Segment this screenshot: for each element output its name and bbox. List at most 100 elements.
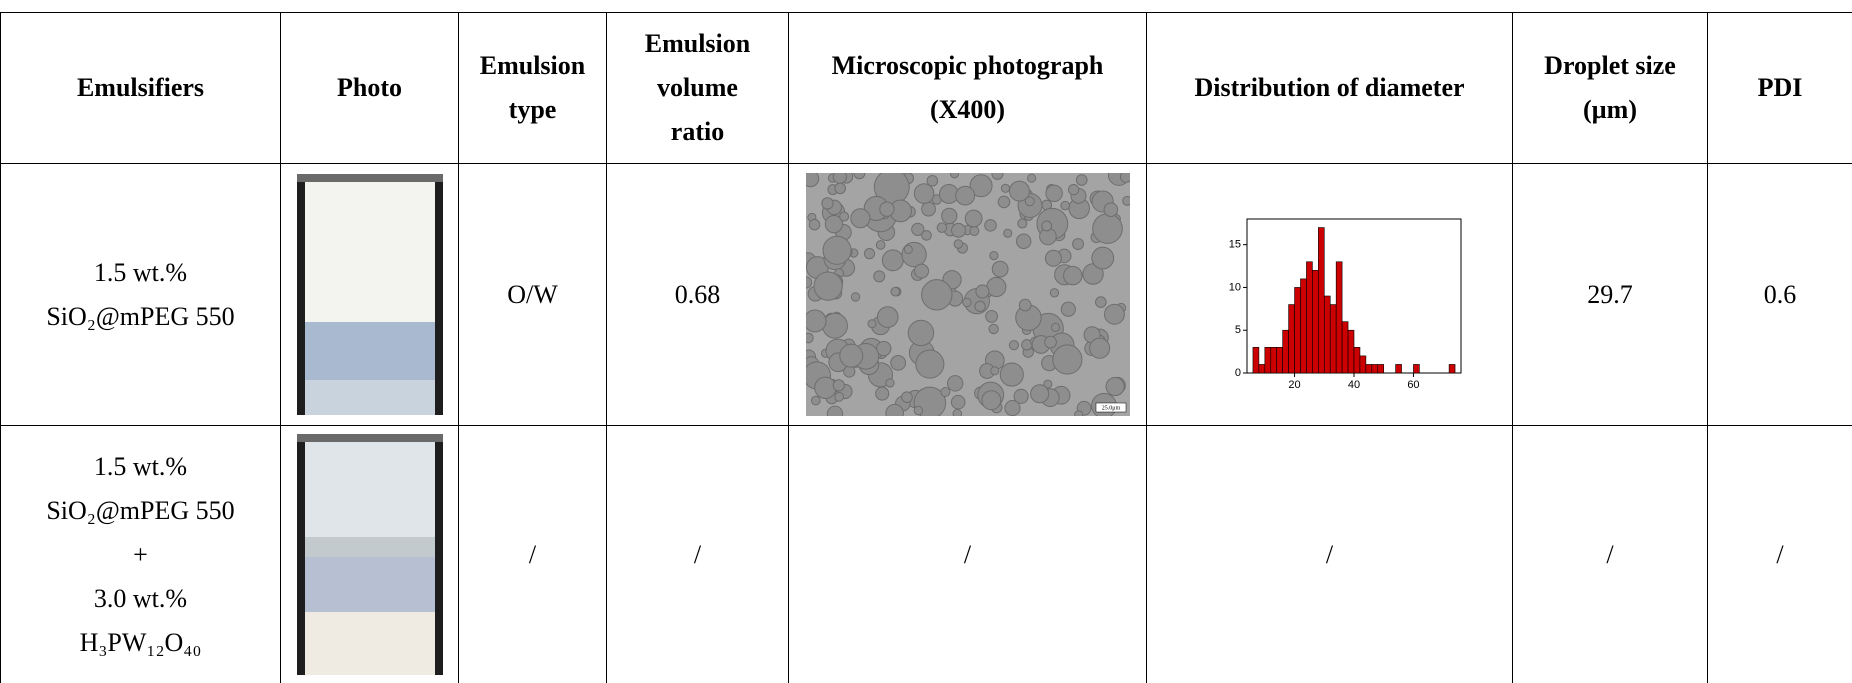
droplet	[950, 222, 966, 238]
droplet	[939, 386, 950, 398]
bar	[1365, 363, 1372, 373]
droplet	[964, 209, 983, 228]
bar	[1293, 286, 1301, 373]
droplet	[926, 174, 938, 187]
droplet	[866, 319, 877, 329]
droplet	[832, 173, 847, 184]
droplet	[1018, 298, 1031, 312]
scale-box	[1095, 402, 1126, 413]
header-cell: Emulsion type	[458, 12, 607, 164]
droplet	[889, 286, 900, 297]
droplet	[878, 201, 895, 217]
droplet	[1008, 180, 1030, 202]
droplet	[833, 182, 846, 195]
droplet	[1121, 195, 1130, 206]
distribution-cell: /	[1146, 425, 1513, 683]
header-line: Microscopic photograph	[831, 51, 1104, 80]
droplet	[821, 235, 852, 265]
droplet	[913, 405, 923, 416]
droplet	[999, 362, 1024, 387]
bar	[1281, 329, 1289, 373]
droplet	[805, 309, 827, 333]
droplet	[1024, 196, 1035, 207]
droplet	[826, 405, 843, 416]
header-line: Photo	[337, 73, 402, 102]
droplet	[1062, 265, 1083, 286]
x-tick-label: 20	[1288, 378, 1300, 390]
bar	[1335, 260, 1342, 373]
droplet	[805, 173, 819, 188]
droplet	[1050, 322, 1060, 332]
header-line: Droplet size	[1544, 51, 1676, 80]
bar	[1258, 363, 1265, 373]
droplet	[914, 349, 944, 379]
droplet	[1042, 379, 1052, 389]
droplet	[961, 297, 972, 308]
bar	[1252, 346, 1259, 373]
vial-photo	[296, 434, 443, 676]
bar	[1305, 260, 1313, 373]
droplet	[1060, 301, 1076, 317]
droplet	[997, 195, 1010, 209]
bar	[1371, 363, 1378, 373]
droplet	[875, 240, 885, 250]
droplet-size: 29.7	[1512, 163, 1708, 426]
droplet	[984, 310, 998, 323]
bar	[1448, 363, 1455, 373]
droplet-size: /	[1512, 425, 1708, 683]
droplet	[920, 279, 953, 311]
header-line: Emulsion	[479, 51, 586, 80]
droplet	[1105, 376, 1125, 397]
photo-cell	[280, 425, 459, 683]
droplet	[810, 395, 821, 406]
header-cell: Droplet size (µm)	[1512, 12, 1708, 164]
microscope-cell: 25.0μm	[788, 163, 1147, 426]
droplet	[1090, 246, 1114, 270]
emulsifier-line: +	[133, 539, 148, 569]
droplet	[874, 386, 889, 401]
droplet	[974, 284, 989, 299]
droplet	[884, 403, 904, 416]
scale-label: 25.0μm	[1101, 405, 1120, 411]
emulsifier-cell: 1.5 wt.% SiO₂@mPEG 550 +3.0 wt.% H₃PW₁₂O₄₀	[0, 425, 281, 683]
bar	[1412, 363, 1420, 373]
droplet	[808, 218, 820, 231]
droplet	[940, 207, 957, 225]
header-row: Emulsifiers Photo Emulsion type Emulsion volu…	[0, 12, 1852, 164]
droplet	[1103, 303, 1125, 325]
y-tick-label: 0	[1234, 366, 1240, 378]
emulsifier-cell: 1.5 wt.% SiO₂@mPEG 550	[0, 163, 281, 426]
emulsifier-line: H₃PW₁₂O₄₀	[79, 627, 202, 657]
vial-layer	[304, 442, 435, 538]
droplet	[920, 230, 932, 241]
droplet	[1049, 288, 1059, 298]
droplet	[1013, 388, 1029, 404]
header-line: Emulsifiers	[76, 73, 205, 102]
vial-layer	[304, 537, 435, 558]
droplet	[969, 174, 993, 198]
emulsifier-line: 3.0 wt.%	[93, 583, 188, 613]
header-line: PDI	[1757, 73, 1803, 102]
emulsion-type: /	[458, 425, 607, 683]
droplet	[910, 222, 924, 236]
droplet	[838, 343, 863, 368]
header-cell: Distribution of diameter	[1146, 12, 1513, 164]
droplet	[824, 215, 843, 234]
droplet	[805, 276, 812, 289]
droplet	[850, 292, 860, 302]
bar	[1347, 329, 1354, 373]
droplet	[980, 390, 1001, 411]
x-tick-label: 60	[1407, 378, 1419, 390]
droplet	[1002, 228, 1012, 238]
droplet	[852, 173, 865, 180]
droplet	[876, 306, 899, 328]
droplet	[953, 239, 963, 249]
droplet	[946, 375, 963, 392]
droplet	[1026, 173, 1036, 183]
droplet	[820, 197, 834, 210]
droplet	[1044, 184, 1063, 203]
droplet	[1003, 399, 1021, 416]
header-line: type	[508, 95, 557, 124]
droplet	[1043, 335, 1057, 349]
